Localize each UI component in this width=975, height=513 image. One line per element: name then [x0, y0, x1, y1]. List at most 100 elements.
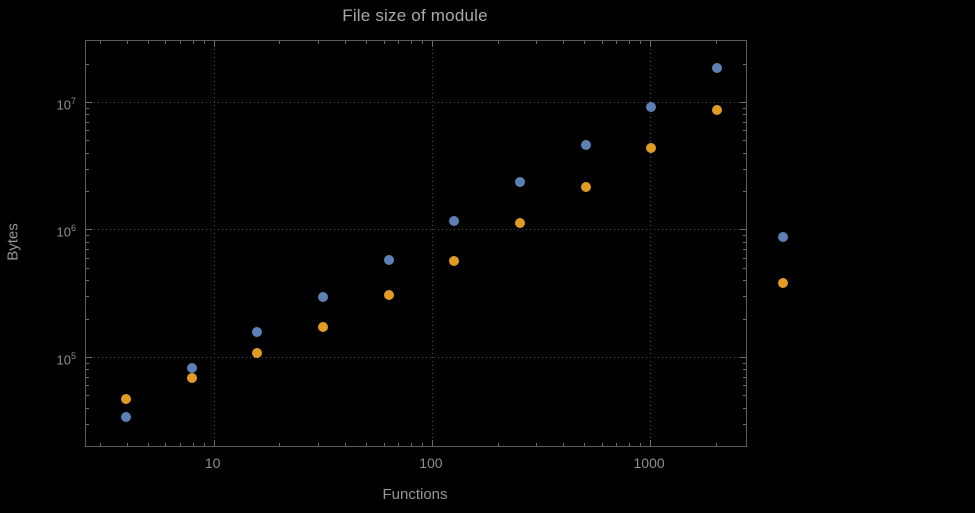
- y-tick-mark: [86, 130, 89, 132]
- x-tick-mark: [640, 443, 642, 446]
- x-tick-mark: [148, 443, 149, 446]
- data-point-orange: [777, 278, 788, 289]
- y-tick-mark: [86, 241, 89, 243]
- y-tick-mark: [740, 356, 746, 358]
- x-tick-mark: [279, 443, 281, 446]
- y-tick-mark: [86, 168, 89, 170]
- y-tick-mark: [86, 318, 89, 320]
- x-tick-mark: [536, 443, 537, 446]
- y-tick-mark: [743, 63, 746, 65]
- data-point-blue: [777, 232, 788, 243]
- y-tick-mark: [743, 369, 746, 371]
- y-tick-mark: [86, 229, 92, 231]
- x-tick-mark: [203, 41, 205, 44]
- y-tick-mark: [86, 369, 89, 371]
- y-axis-label: Bytes: [4, 223, 22, 261]
- y-tick-mark: [743, 385, 746, 387]
- gridline-y-10000000: [86, 101, 746, 103]
- x-tick-mark: [165, 443, 167, 446]
- x-tick-mark: [213, 41, 215, 47]
- y-tick-mark: [740, 229, 746, 231]
- x-tick-mark: [584, 41, 586, 44]
- y-tick-mark: [86, 114, 89, 116]
- y-tick-mark: [743, 114, 746, 116]
- y-tick-mark: [743, 168, 746, 170]
- y-tick-mark: [86, 280, 89, 282]
- x-tick-mark: [431, 440, 433, 446]
- chart-title: File size of module: [342, 6, 488, 25]
- y-tick-mark: [86, 191, 89, 192]
- y-tick-mark: [86, 362, 89, 364]
- y-tick-mark: [743, 362, 746, 364]
- gridline-x-1000: [650, 41, 652, 446]
- x-tick-mark: [431, 41, 433, 47]
- x-tick-mark: [410, 443, 412, 446]
- y-tick-mark: [743, 395, 746, 397]
- y-tick-mark: [740, 101, 746, 103]
- gridline-y-100000: [86, 356, 746, 358]
- y-tick-label: 107: [56, 95, 76, 113]
- x-tick-mark: [650, 41, 652, 47]
- x-tick-mark: [179, 41, 181, 44]
- y-tick-mark: [743, 249, 746, 251]
- x-tick-label: 100: [419, 455, 443, 471]
- x-tick-mark: [601, 41, 603, 44]
- x-tick-mark: [366, 41, 368, 44]
- y-tick-mark: [86, 395, 89, 397]
- y-tick-mark: [743, 121, 746, 123]
- y-tick-mark: [743, 241, 746, 243]
- x-tick-mark: [497, 443, 499, 446]
- y-tick-mark: [743, 191, 746, 192]
- x-tick-mark: [563, 443, 565, 446]
- y-tick-mark: [86, 140, 89, 142]
- x-tick-mark: [497, 41, 499, 44]
- y-tick-mark: [743, 318, 746, 320]
- x-tick-mark: [563, 41, 565, 44]
- x-tick-mark: [148, 41, 149, 44]
- y-tick-mark: [86, 407, 89, 409]
- y-tick-mark: [743, 296, 746, 297]
- y-tick-mark: [743, 107, 746, 109]
- y-tick-label: 105: [56, 350, 76, 368]
- x-tick-mark: [179, 443, 181, 446]
- y-tick-mark: [86, 63, 89, 65]
- x-tick-mark: [317, 443, 319, 446]
- y-tick-mark: [743, 140, 746, 142]
- y-tick-mark: [86, 107, 89, 109]
- x-axis-label: Functions: [382, 486, 448, 503]
- y-tick-mark: [86, 152, 89, 154]
- gridline-x-10: [213, 41, 215, 446]
- x-tick-mark: [398, 443, 400, 446]
- y-tick-mark: [86, 385, 89, 387]
- y-tick-mark: [743, 152, 746, 154]
- y-tick-mark: [86, 121, 89, 123]
- y-tick-mark: [743, 423, 746, 425]
- x-tick-mark: [192, 41, 194, 44]
- x-tick-mark: [616, 41, 618, 44]
- x-tick-mark: [213, 440, 215, 446]
- y-tick-mark: [86, 376, 89, 378]
- y-tick-mark: [86, 267, 89, 269]
- x-tick-mark: [601, 443, 603, 446]
- y-tick-mark: [86, 423, 89, 425]
- x-tick-mark: [192, 443, 194, 446]
- y-tick-mark: [86, 296, 89, 297]
- gridline-y-1000000: [86, 229, 746, 231]
- x-tick-label: 10: [204, 455, 221, 471]
- plot-area: [85, 40, 747, 447]
- y-tick-mark: [86, 101, 92, 103]
- x-tick-mark: [715, 41, 717, 44]
- x-tick-mark: [203, 443, 205, 446]
- y-tick-mark: [86, 235, 89, 237]
- y-tick-mark: [743, 257, 746, 259]
- x-tick-mark: [383, 443, 385, 446]
- x-tick-mark: [383, 41, 385, 44]
- x-tick-mark: [317, 41, 319, 44]
- x-tick-mark: [398, 41, 400, 44]
- x-tick-mark: [410, 41, 412, 44]
- y-tick-mark: [86, 356, 92, 358]
- x-tick-mark: [629, 41, 630, 44]
- y-tick-mark: [743, 280, 746, 282]
- x-tick-mark: [126, 41, 128, 44]
